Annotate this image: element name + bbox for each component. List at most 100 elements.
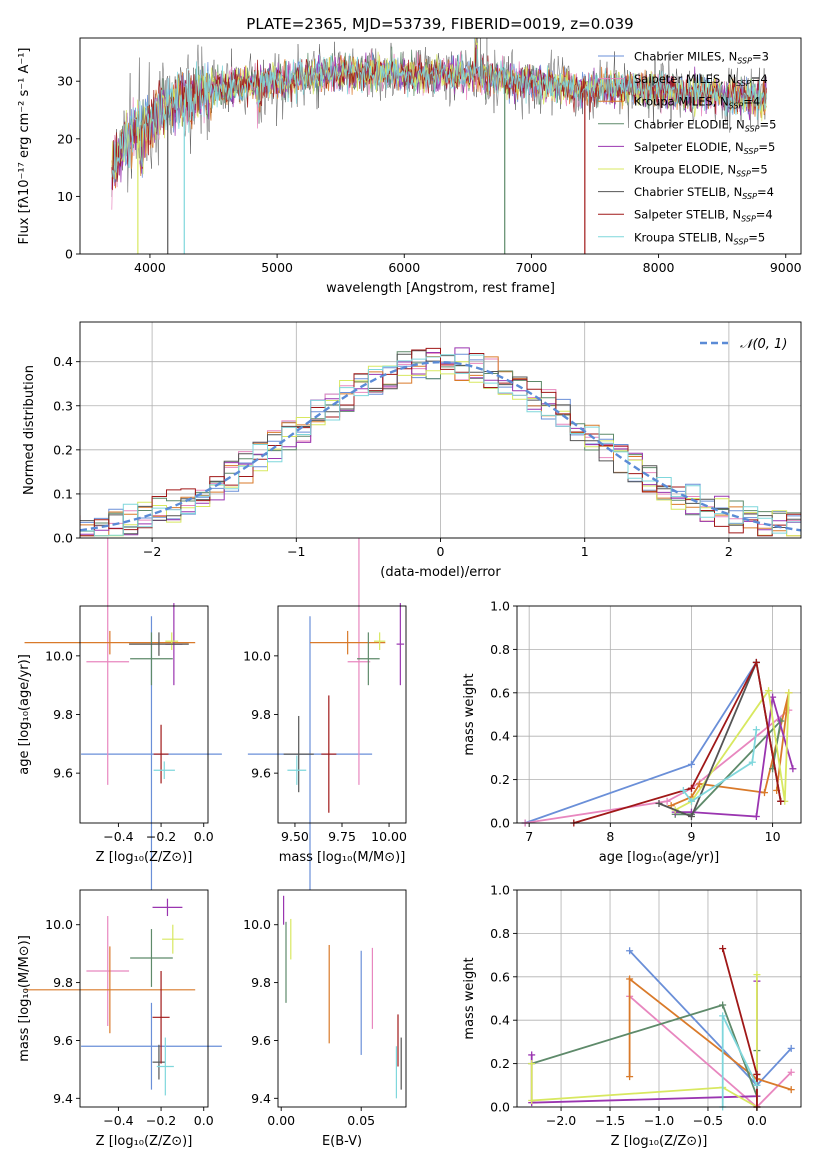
weight-line bbox=[628, 977, 792, 1091]
axes-frame: 7 8 9 10 0.0 0.2 0.4 0.6 0.8 1.0 age [log₁₀(age/yr… bbox=[462, 599, 802, 865]
x-tick-label: 1 bbox=[581, 544, 589, 559]
weight-marker bbox=[663, 797, 671, 805]
x-tick-label: 0.0 bbox=[747, 1113, 767, 1128]
weight-marker bbox=[687, 760, 695, 768]
weight-marker bbox=[752, 726, 760, 734]
x-tick-label: 10 bbox=[765, 829, 781, 844]
weight-marker bbox=[679, 786, 687, 794]
y-tick-label: 30 bbox=[57, 74, 73, 89]
weight-marker bbox=[719, 945, 727, 953]
legend: Chabrier MILES, NSSP=3 Salpeter MILES, NS… bbox=[598, 50, 776, 246]
y-tick-label: 1.0 bbox=[490, 599, 510, 614]
panel-residuals: −2 −1 0 1 2 0.0 0.1 0.2 0.3 0.4 (data-model)/error… bbox=[22, 321, 802, 580]
panel-mass_vs_Z: −0.4 −0.2 0.0 9.4 9.6 9.8 10.0 Z [log₁₀(Z/Z⊙)] m… bbox=[17, 889, 222, 1149]
x-tick-label: 0 bbox=[437, 544, 445, 559]
weight-marker bbox=[528, 1096, 536, 1104]
error-bar-point bbox=[152, 1044, 166, 1080]
weight-marker bbox=[753, 1070, 761, 1078]
spectrum-line bbox=[111, 48, 767, 183]
legend-entry: 𝒩(0, 1) bbox=[740, 337, 787, 352]
error-bar-point bbox=[81, 1002, 222, 1090]
x-tick-label: −0.2 bbox=[146, 1113, 176, 1128]
x-tick-label: −1.0 bbox=[644, 1113, 674, 1128]
y-tick-label: 1.0 bbox=[490, 883, 510, 898]
y-tick-label: 9.4 bbox=[53, 1091, 73, 1106]
x-tick-label: 10.00 bbox=[371, 829, 407, 844]
weight-marker bbox=[687, 797, 695, 805]
histogram-step bbox=[80, 354, 801, 537]
error-bar-point bbox=[310, 630, 386, 655]
plot-area bbox=[278, 606, 406, 823]
y-axis-label: Flux [fλ10⁻¹⁷ erg cm⁻² s⁻¹ A⁻¹] bbox=[17, 48, 32, 245]
y-tick-label: 10.0 bbox=[243, 648, 271, 663]
error-bar-point bbox=[152, 898, 183, 917]
axes-frame: −0.4 −0.2 0.0 9.6 9.8 10.0 Z [log₁₀(Z/Z⊙)] age … bbox=[17, 605, 214, 865]
x-tick-label: −0.2 bbox=[146, 829, 176, 844]
x-tick-label: 2 bbox=[725, 544, 733, 559]
weight-line bbox=[524, 709, 790, 824]
x-tick-label: 0.0 bbox=[194, 1113, 214, 1128]
axes-frame: −2.0 −1.5 −1.0 −0.5 0.0 0.0 0.2 0.4 0.6 0.8 1.0 Z [… bbox=[462, 883, 802, 1149]
x-axis-label: Z [log₁₀(Z/Z⊙)] bbox=[96, 1134, 193, 1149]
legend-entry: Salpeter ELODIE, NSSP=5 bbox=[634, 140, 775, 156]
y-tick-label: 0.6 bbox=[490, 685, 510, 700]
error-bar-point bbox=[130, 632, 173, 686]
y-tick-label: 9.6 bbox=[251, 1033, 271, 1048]
panel-spectrum: 4000 5000 6000 7000 8000 9000 0 10 20 30 wavelengt… bbox=[17, 37, 802, 296]
weight-marker bbox=[655, 799, 663, 807]
plot-content bbox=[24, 538, 222, 892]
weight-marker bbox=[752, 812, 760, 820]
y-axis-label: mass weight bbox=[462, 673, 477, 755]
y-tick-label: 0.4 bbox=[53, 354, 73, 369]
weight-marker bbox=[777, 797, 785, 805]
y-tick-label: 0.8 bbox=[490, 926, 510, 941]
y-tick-label: 10.0 bbox=[45, 648, 73, 663]
weight-marker bbox=[626, 947, 634, 955]
x-tick-label: −1 bbox=[287, 544, 305, 559]
y-tick-label: 9.8 bbox=[251, 707, 271, 722]
panel-weight_vs_age: 7 8 9 10 0.0 0.2 0.4 0.6 0.8 1.0 age [log₁₀(age/yr… bbox=[462, 599, 802, 865]
legend-entry: Chabrier STELIB, NSSP=4 bbox=[634, 185, 774, 201]
weight-marker bbox=[787, 1086, 795, 1094]
y-tick-label: 0.8 bbox=[490, 642, 510, 657]
plot-content bbox=[111, 38, 767, 254]
y-tick-label: 10 bbox=[57, 189, 73, 204]
weight-marker bbox=[719, 1012, 727, 1020]
axes-border bbox=[79, 889, 209, 1108]
legend-entry: Salpeter MILES, NSSP=4 bbox=[634, 72, 768, 88]
y-tick-label: 10.0 bbox=[45, 917, 73, 932]
error-bar-point bbox=[156, 1037, 174, 1096]
legend-entry: Chabrier MILES, NSSP=3 bbox=[634, 50, 769, 66]
y-tick-label: 0.0 bbox=[490, 1100, 510, 1115]
x-tick-label: −0.4 bbox=[103, 1113, 133, 1128]
error-bar-point bbox=[86, 916, 130, 1026]
weight-marker bbox=[687, 784, 695, 792]
y-axis-label: age [log₁₀(age/yr)] bbox=[17, 654, 32, 775]
error-bar-point bbox=[153, 724, 169, 784]
x-axis-label: (data-model)/error bbox=[380, 565, 501, 580]
legend-entry: Kroupa ELODIE, NSSP=5 bbox=[634, 163, 768, 179]
y-tick-label: 9.8 bbox=[53, 975, 73, 990]
axes-border bbox=[277, 889, 407, 1108]
plot-content bbox=[24, 898, 222, 1096]
error-bar-point bbox=[165, 632, 179, 650]
x-tick-label: 8 bbox=[606, 829, 614, 844]
legend-entry: Chabrier ELODIE, NSSP=5 bbox=[634, 117, 776, 133]
y-tick-label: 0.4 bbox=[490, 1013, 510, 1028]
panel-weight_vs_Z: −2.0 −1.5 −1.0 −0.5 0.0 0.0 0.2 0.4 0.6 0.8 1.0 Z [… bbox=[462, 883, 802, 1149]
y-tick-label: 9.8 bbox=[251, 975, 271, 990]
y-tick-label: 0.6 bbox=[490, 969, 510, 984]
weight-marker bbox=[687, 812, 695, 820]
x-axis-label: wavelength [Angstrom, rest frame] bbox=[326, 281, 555, 296]
x-tick-label: 0.00 bbox=[267, 1113, 295, 1128]
y-tick-label: 0.0 bbox=[53, 531, 73, 546]
error-bar-point bbox=[287, 755, 307, 785]
x-tick-label: 7 bbox=[525, 829, 533, 844]
x-tick-label: 7000 bbox=[516, 260, 548, 275]
plot-layer: 4000 5000 6000 7000 8000 90000102030wavelengt… bbox=[17, 37, 802, 1149]
weight-line bbox=[682, 729, 758, 803]
panel-age_vs_mass: 9.50 9.75 10.00 9.6 9.8 10.0 mass [log₁₀(M/M⊙)… bbox=[243, 538, 407, 892]
weight-marker bbox=[753, 1081, 761, 1089]
x-tick-label: 6000 bbox=[388, 260, 420, 275]
error-bar-point bbox=[357, 632, 380, 686]
